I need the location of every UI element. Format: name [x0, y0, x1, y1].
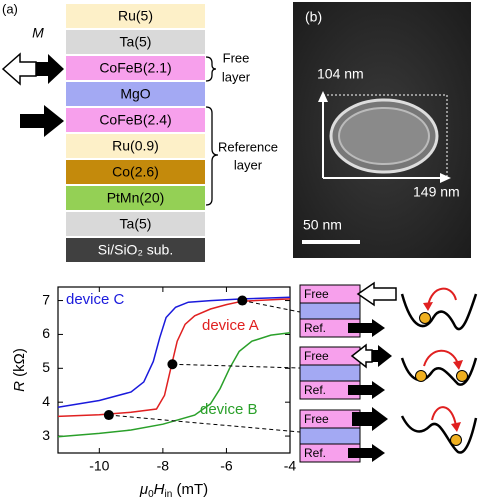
bracket	[205, 106, 219, 206]
layer-label: Ru(5)	[118, 8, 153, 24]
free-arrow	[372, 345, 392, 367]
arrowhead	[318, 91, 328, 102]
connector	[172, 363, 301, 369]
ref-text: Ref.	[304, 383, 326, 397]
arrowhead	[440, 173, 451, 183]
layer-stack: Ru(5) Ta(5) CoFeB(2.1) MgO CoFeB(2.4) Ru(0.9)…	[66, 4, 205, 262]
layer-label: Ta(5)	[120, 216, 152, 232]
y-label-part: R	[11, 381, 28, 392]
arrow-open	[1, 52, 37, 86]
layer-label: Ru(0.9)	[112, 138, 159, 154]
dimension-label: 149 nm	[413, 184, 460, 200]
y-tick-label: 5	[42, 359, 50, 375]
state-point	[167, 359, 178, 370]
series-line	[57, 296, 291, 409]
layer	[66, 108, 205, 132]
arrow-filled	[20, 105, 64, 137]
schematics: Free Ref. Free Ref. Free Ref.	[299, 281, 397, 463]
ref-arrow	[348, 381, 385, 399]
layer-label: Co(2.6)	[112, 164, 159, 180]
free-label: Free	[223, 50, 250, 65]
barrier	[299, 427, 361, 445]
panel-label: (a)	[2, 1, 18, 16]
scale-bar	[302, 240, 360, 244]
ref-arrow	[348, 319, 385, 337]
pillar-top	[338, 107, 430, 165]
ref-text: Ref.	[304, 321, 326, 335]
free-text: Free	[304, 349, 329, 363]
y-tick-label: 7	[42, 291, 50, 307]
layer	[66, 186, 205, 210]
layer	[66, 160, 205, 184]
layer	[66, 30, 205, 54]
x-label-part: in	[165, 489, 173, 500]
layer	[66, 82, 205, 106]
x-label-part: (mT)	[172, 481, 208, 498]
connector	[108, 414, 301, 433]
y-tick-label: 6	[42, 325, 50, 341]
state-point	[103, 410, 114, 421]
layer	[66, 134, 205, 158]
bracket	[205, 56, 217, 82]
layer-label: MgO	[120, 86, 150, 102]
layer	[66, 4, 205, 28]
series-label: device C	[66, 291, 125, 308]
transition-arrows	[423, 287, 459, 427]
y-tick-label: 3	[42, 427, 50, 443]
y-axis-label: R (kΩ)	[11, 348, 28, 392]
panel-label: (b)	[305, 9, 322, 25]
magnetization-label: M	[32, 25, 44, 41]
x-label-part: H	[154, 481, 165, 498]
series-label: device B	[200, 401, 258, 418]
free-label: layer	[222, 69, 251, 84]
series-line	[57, 298, 291, 418]
series-label: device A	[202, 317, 259, 334]
layer	[66, 212, 205, 236]
layer-label: CoFeB(2.1)	[99, 60, 171, 76]
dimension-label: 104 nm	[317, 66, 364, 82]
state-point	[237, 295, 248, 306]
connector	[242, 300, 301, 313]
layer-label: Si/SiO₂ sub.	[98, 242, 173, 258]
transition-arrowheads	[423, 302, 463, 432]
scale-label: 50 nm	[303, 217, 342, 233]
reference-label: Reference	[218, 139, 278, 154]
layer-label: Ta(5)	[120, 34, 152, 50]
free-text: Free	[304, 412, 329, 426]
arrow-filled	[36, 54, 64, 84]
balls	[415, 312, 468, 446]
layer	[66, 238, 205, 262]
x-axis-label: μ0Hin (mT)	[139, 481, 208, 500]
plot-frame	[57, 286, 291, 454]
free-text: Free	[304, 287, 329, 301]
x-label-part: 0	[148, 489, 154, 500]
reference-label: layer	[234, 157, 263, 172]
x-tick-label: -8	[157, 458, 170, 474]
x-label-part: μ	[139, 481, 148, 498]
layer	[66, 56, 205, 80]
x-tick-label: -10	[89, 458, 109, 474]
layer-label: PtMn(20)	[107, 190, 165, 206]
x-tick-label: -4	[284, 458, 297, 474]
y-label-part: (kΩ)	[11, 348, 28, 381]
layer-label: CoFeB(2.4)	[99, 112, 171, 128]
ref-text: Ref.	[304, 446, 326, 460]
free-arrow	[352, 407, 388, 431]
y-tick-label: 4	[42, 393, 50, 409]
plot: -10 -8 -6 -4 3 4 5 6 7 device C device A device B	[42, 286, 301, 474]
series-line	[57, 331, 291, 438]
x-tick-label: -6	[220, 458, 233, 474]
barrier	[299, 364, 361, 382]
ref-arrow	[348, 444, 385, 462]
free-arrow	[356, 281, 397, 307]
barrier	[299, 302, 361, 320]
